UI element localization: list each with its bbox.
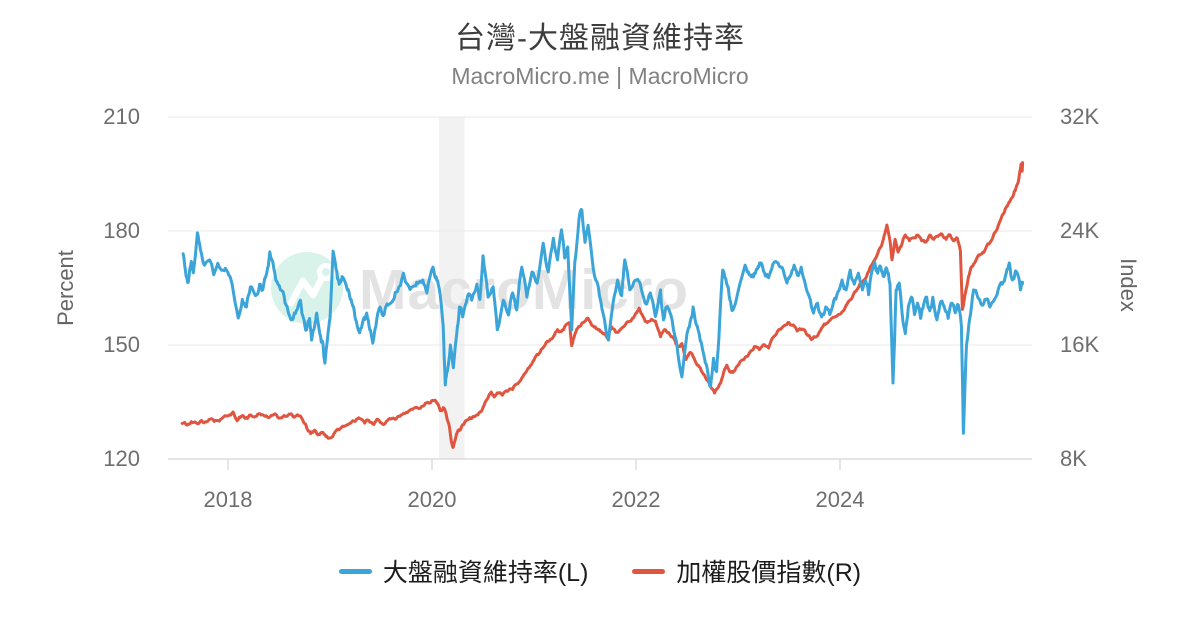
x-axis-tick-2018: 2018 — [203, 487, 253, 512]
chart-subtitle: MacroMicro.me | MacroMicro — [451, 63, 749, 89]
macromicro-zigzag-logo-icon — [287, 274, 326, 307]
legend-item-taiex-index[interactable]: 加權股價指數(R) — [632, 553, 861, 589]
x-axis-tick-2022: 2022 — [611, 487, 661, 512]
x-axis — [227, 459, 841, 470]
left-axis-tick-150: 150 — [103, 332, 140, 357]
right-axis-tick-8K: 8K — [1060, 446, 1087, 471]
x-axis-tick-2024: 2024 — [815, 487, 865, 512]
series-line-margin-ratio — [181, 208, 1025, 435]
legend-swatch-blue — [338, 568, 372, 574]
x-axis-tick-2020: 2020 — [407, 487, 457, 512]
left-axis-tick-210: 210 — [103, 104, 140, 129]
series-lines — [180, 161, 1025, 449]
right-axis-tick-24K: 24K — [1060, 218, 1100, 243]
right-axis-tick-16K: 16K — [1060, 332, 1100, 357]
legend-item-margin-maintenance-ratio[interactable]: 大盤融資維持率(L) — [338, 553, 589, 589]
left-axis-title: Percent — [53, 250, 78, 326]
legend-label-margin-maintenance-ratio: 大盤融資維持率(L) — [382, 559, 589, 587]
left-axis-tick-180: 180 — [103, 218, 140, 243]
right-axis-tick-32K: 32K — [1060, 104, 1100, 129]
legend-label-taiex-index: 加權股價指數(R) — [676, 559, 862, 587]
legend: 大盤融資維持率(L) 加權股價指數(R) — [0, 553, 1200, 589]
gridlines — [168, 116, 1032, 460]
legend-swatch-red — [632, 568, 666, 574]
chart-title: 台灣-大盤融資維持率 — [455, 22, 745, 55]
left-axis-tick-120: 120 — [103, 446, 140, 471]
series-line-taiex — [180, 161, 1025, 449]
recession-band — [439, 117, 465, 459]
